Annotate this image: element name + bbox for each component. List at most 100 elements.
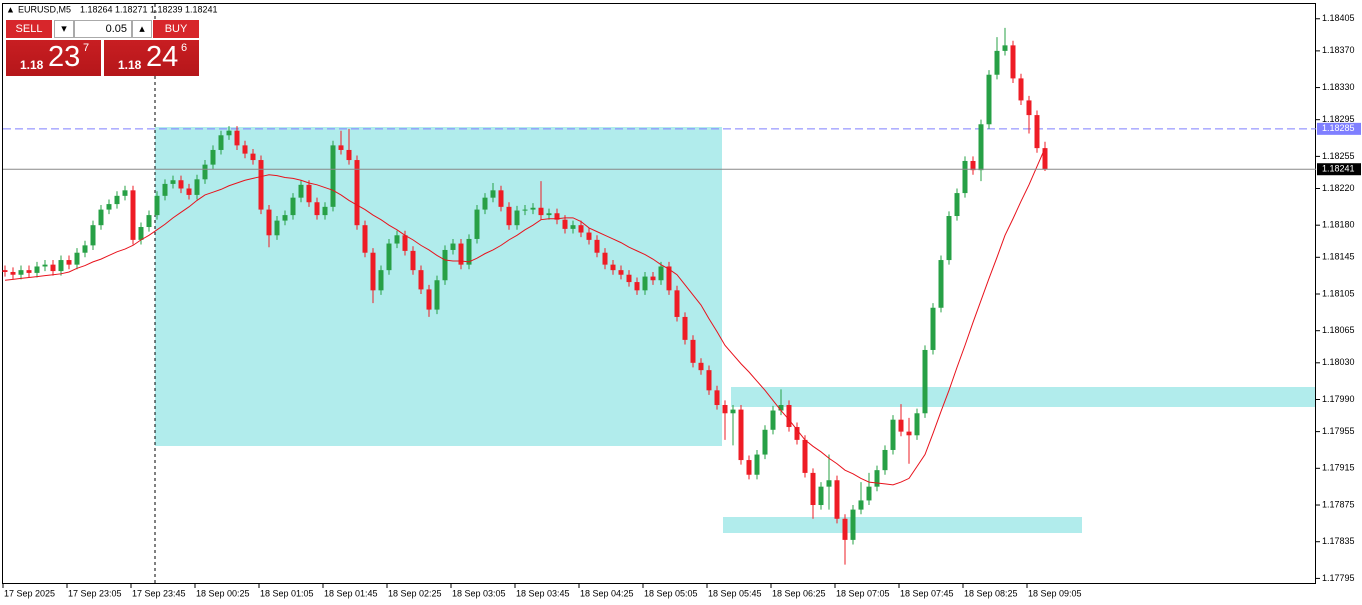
candle-body [786,405,792,428]
candle-body [730,409,736,414]
candle-body [994,50,1000,75]
candle-body [898,419,904,432]
candle-body [546,213,552,216]
candle-body [338,145,344,150]
level-label-bg [1317,122,1361,135]
y-tick-label: 1.17955 [1322,426,1355,436]
candle-body [50,264,56,272]
plot-frame [2,3,1316,584]
candle-body [650,276,656,281]
price-prefix: 1.18 [20,58,44,72]
sell-price[interactable]: 1.18 23 7 [6,40,101,76]
candle-body [690,339,696,363]
x-tick-label: 18 Sep 07:05 [836,588,890,598]
y-tick-label: 1.17795 [1322,573,1355,583]
candle-body [674,290,680,317]
candle-body [418,270,424,290]
candle-body [402,235,408,251]
candle-body [58,260,64,272]
candle-body [682,316,688,340]
x-tick-label: 17 Sep 2025 [4,588,55,598]
y-tick-label: 1.18065 [1322,325,1355,335]
candle-body [586,232,592,240]
candle-body [386,243,392,271]
candle-body [258,160,264,210]
candle-body [34,266,40,273]
candle-body [362,225,368,253]
y-tick-label: 1.18405 [1322,13,1355,23]
candle-body [346,149,352,161]
candle-body [1026,100,1032,116]
candle-body [922,349,928,414]
candle-body [514,210,520,226]
price-big: 23 [48,41,81,73]
candle-body [450,243,456,250]
candle-body [298,184,304,198]
candle-body [746,460,752,475]
buy-price[interactable]: 1.18 24 6 [104,40,199,76]
candle-body [970,160,976,171]
candle-body [642,276,648,291]
candle-body [218,135,224,150]
candle-body [354,160,360,226]
candle-body [602,252,608,265]
candle-body [426,289,432,310]
candle-body [962,160,968,194]
lot-down[interactable]: ▾ [54,20,74,38]
candle-body [906,431,912,436]
candle-body [122,190,128,196]
candle-body [130,190,136,240]
candle-body [610,264,616,271]
candle-body [442,249,448,281]
candle-body [474,209,480,239]
candle-body [394,235,400,244]
candle-body [794,427,800,440]
x-tick-label: 18 Sep 00:25 [196,588,250,598]
candle-body [330,145,336,207]
candle-body [458,243,464,265]
marks [2,27,1316,565]
candle-body [154,195,160,216]
candle-body [866,486,872,501]
lot-up[interactable]: ▴ [132,20,152,38]
candle-body [1018,78,1024,101]
x-tick-label: 18 Sep 03:05 [452,588,506,598]
y-tick-label: 1.18370 [1322,45,1355,55]
candle-body [938,260,944,308]
zone [731,387,1316,407]
candle-body [978,124,984,171]
buy-button[interactable]: BUY [153,20,199,38]
candle-body [594,239,600,253]
candle-body [754,454,760,475]
candle-body [634,282,640,291]
candle-body [66,260,72,265]
candle-body [770,410,776,430]
candle-body [290,197,296,216]
sell-button[interactable]: SELL [6,20,52,38]
candle-body [466,238,472,265]
lot-input[interactable]: 0.05 [74,20,132,38]
candle-body [802,439,808,473]
candle-body [530,207,536,210]
candle-body [186,188,192,195]
candle-body [194,179,200,195]
candle-body [858,500,864,510]
bid-label-bg [1317,163,1361,176]
bid-label: 1.18241 [1322,164,1355,174]
candle-body [810,472,816,506]
candle-body [946,216,952,261]
x-tick-label: 18 Sep 07:45 [900,588,954,598]
candle-body [538,207,544,216]
y-tick-label: 1.18180 [1322,220,1355,230]
candle-body [170,180,176,184]
candle-body [578,225,584,233]
y-tick-label: 1.17875 [1322,499,1355,509]
candle-body [90,225,96,246]
candle-body [834,480,840,519]
y-tick-label: 1.17990 [1322,394,1355,404]
candle-body [954,193,960,217]
price-small: 7 [83,42,90,54]
y-tick-label: 1.18255 [1322,151,1355,161]
x-tick-label: 18 Sep 01:05 [260,588,314,598]
